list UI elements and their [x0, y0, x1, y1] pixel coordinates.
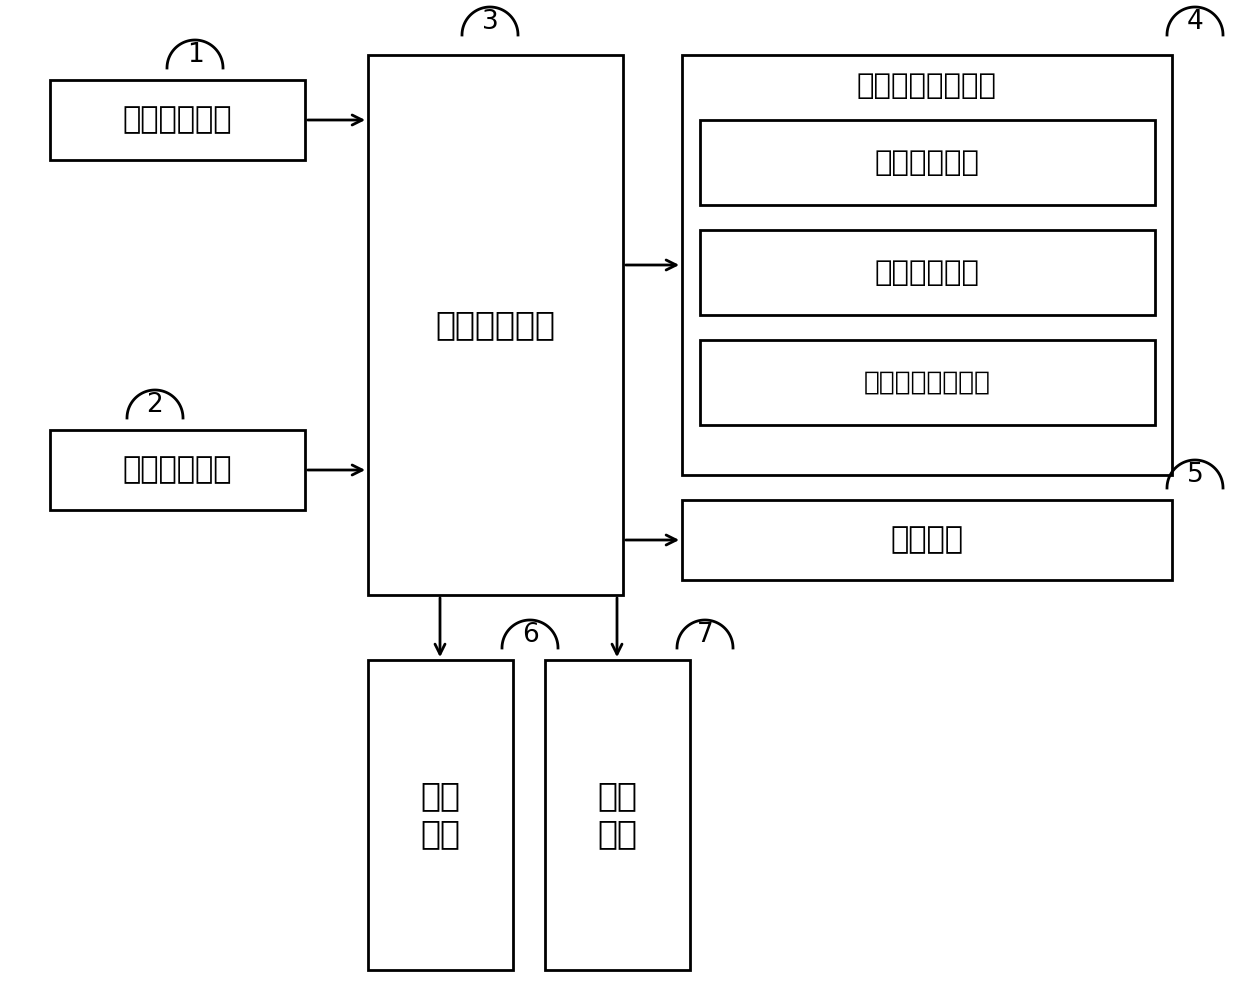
Text: 参数配置模块: 参数配置模块 — [123, 455, 232, 484]
Text: 6: 6 — [522, 622, 538, 648]
Bar — [546, 660, 689, 970]
Text: 区域估计模块: 区域估计模块 — [875, 149, 980, 177]
Bar — [701, 230, 1154, 315]
Text: 图像数据处理模块: 图像数据处理模块 — [857, 72, 997, 100]
Text: 1: 1 — [187, 42, 203, 68]
Text: 7: 7 — [697, 622, 713, 648]
Bar — [50, 80, 305, 160]
Text: 2: 2 — [146, 392, 164, 418]
Text: 特征提取模块: 特征提取模块 — [875, 258, 980, 286]
Text: 5: 5 — [1187, 462, 1203, 488]
Text: 定位
模块: 定位 模块 — [420, 779, 460, 850]
Bar — [682, 55, 1172, 475]
Bar — [368, 55, 622, 595]
Text: 显示
模块: 显示 模块 — [598, 779, 637, 850]
Bar — [368, 660, 513, 970]
Bar — [701, 340, 1154, 425]
Text: 图像采集模块: 图像采集模块 — [123, 106, 232, 135]
Text: 麻醉模块: 麻醉模块 — [890, 526, 963, 555]
Bar — [701, 120, 1154, 205]
Text: 异常信号识别模块: 异常信号识别模块 — [864, 369, 991, 395]
Bar — [682, 500, 1172, 580]
Text: 中央控制模块: 中央控制模块 — [435, 308, 556, 341]
Bar — [50, 430, 305, 510]
Text: 4: 4 — [1187, 9, 1203, 35]
Text: 3: 3 — [481, 9, 498, 35]
